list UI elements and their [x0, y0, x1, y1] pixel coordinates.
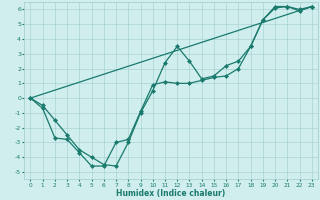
X-axis label: Humidex (Indice chaleur): Humidex (Indice chaleur): [116, 189, 226, 198]
